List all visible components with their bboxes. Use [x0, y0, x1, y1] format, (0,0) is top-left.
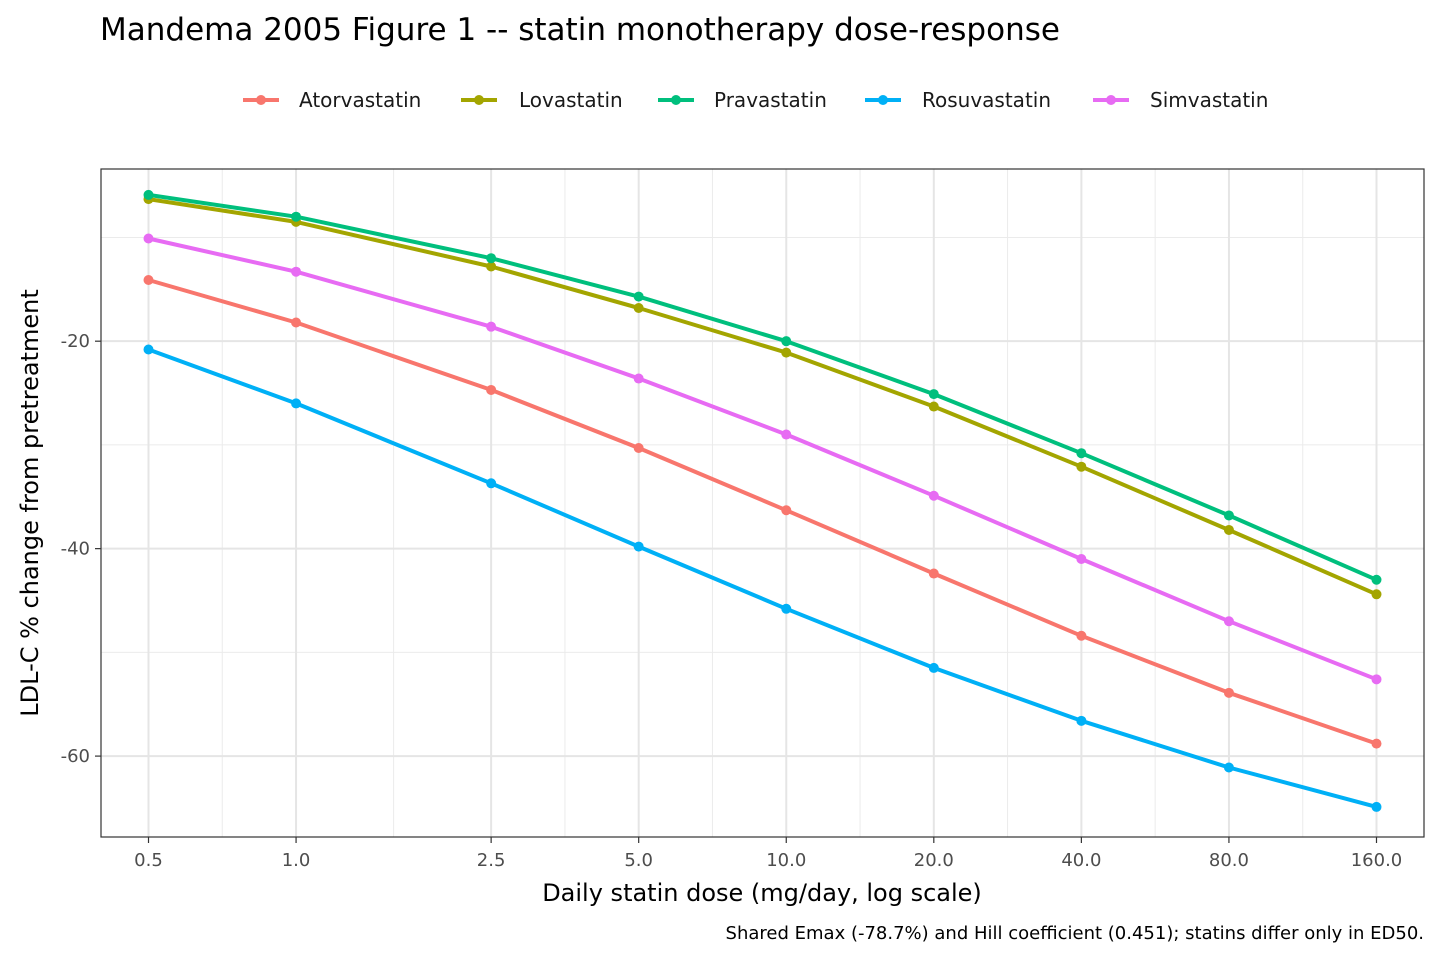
x-tick-label: 10.0: [766, 850, 806, 871]
legend-label: Lovastatin: [519, 88, 623, 112]
data-point: [1076, 715, 1087, 726]
x-tick-label: 1.0: [282, 850, 311, 871]
legend-key-point: [671, 95, 681, 105]
x-tick-label: 160.0: [1351, 850, 1403, 871]
data-point: [633, 443, 644, 454]
data-point: [1371, 801, 1382, 812]
legend: Atorvastatin Lovastatin Pravastatin Rosuvas…: [243, 88, 1268, 112]
data-point: [1371, 589, 1382, 600]
data-point: [1371, 574, 1382, 585]
legend-item-lovastatin: Lovastatin: [461, 88, 623, 112]
data-point: [1371, 738, 1382, 749]
data-point: [928, 401, 939, 412]
x-axis: 0.5 1.0 2.5 5.0 10.0 20.0 40.0 80.0 160.0: [134, 837, 1402, 871]
series-rosuvastatin: [143, 344, 1382, 812]
data-point: [928, 389, 939, 400]
data-point: [486, 261, 497, 272]
data-point: [781, 603, 792, 614]
legend-item-pravastatin: Pravastatin: [658, 88, 827, 112]
data-point: [781, 336, 792, 347]
plot-panel-border: [100, 168, 1425, 838]
data-point: [1223, 687, 1234, 698]
data-point: [486, 384, 497, 395]
data-point: [928, 490, 939, 501]
data-point: [1223, 616, 1234, 627]
data-point: [1223, 510, 1234, 521]
legend-item-rosuvastatin: Rosuvastatin: [865, 88, 1051, 112]
legend-key-point: [256, 95, 266, 105]
series-line: [147, 278, 1378, 746]
legend-item-simvastatin: Simvastatin: [1093, 88, 1268, 112]
data-point: [143, 344, 154, 355]
data-point: [291, 317, 302, 328]
series-line: [148, 197, 1378, 597]
data-point: [291, 211, 302, 222]
data-point: [633, 541, 644, 552]
chart-caption: Shared Emax (-78.7%) and Hill coefficien…: [726, 923, 1424, 944]
data-point: [781, 505, 792, 516]
legend-key-point: [878, 95, 888, 105]
data-point: [1076, 630, 1087, 641]
series-line: [148, 236, 1378, 682]
series-line: [147, 347, 1378, 809]
data-point: [1223, 524, 1234, 535]
series-simvastatin: [143, 233, 1382, 685]
series-pravastatin: [143, 189, 1382, 585]
data-point: [291, 398, 302, 409]
y-tick-label: -40: [61, 539, 90, 560]
series-atorvastatin: [143, 274, 1382, 749]
x-tick-label: 5.0: [624, 850, 653, 871]
series-group: [143, 189, 1382, 812]
data-point: [1076, 461, 1087, 472]
data-point: [633, 291, 644, 302]
data-point: [1076, 448, 1087, 459]
x-tick-label: 80.0: [1209, 850, 1249, 871]
data-point: [781, 429, 792, 440]
data-point: [143, 189, 154, 200]
y-axis: -20 -40 -60: [61, 331, 101, 767]
series-line: [148, 192, 1378, 582]
legend-label: Pravastatin: [714, 88, 827, 112]
data-point: [1223, 762, 1234, 773]
data-point: [928, 662, 939, 673]
legend-key-point: [1106, 95, 1116, 105]
legend-label: Atorvastatin: [299, 88, 421, 112]
legend-label: Rosuvastatin: [922, 88, 1051, 112]
data-point: [291, 266, 302, 277]
legend-item-atorvastatin: Atorvastatin: [243, 88, 421, 112]
data-point: [486, 321, 497, 332]
x-axis-title: Daily statin dose (mg/day, log scale): [542, 879, 982, 907]
data-point: [1371, 674, 1382, 685]
x-tick-label: 0.5: [134, 850, 163, 871]
y-axis-title: LDL-C % change from pretreatment: [16, 289, 44, 716]
legend-key-point: [474, 95, 484, 105]
data-point: [486, 253, 497, 264]
data-point: [143, 233, 154, 244]
data-point: [928, 568, 939, 579]
data-point: [143, 274, 154, 285]
x-tick-label: 20.0: [914, 850, 954, 871]
x-tick-label: 2.5: [477, 850, 506, 871]
data-point: [1076, 554, 1087, 565]
y-tick-label: -20: [61, 331, 90, 352]
data-point: [486, 478, 497, 489]
series-lovastatin: [143, 194, 1382, 600]
x-tick-label: 40.0: [1061, 850, 1101, 871]
data-point: [633, 373, 644, 384]
data-point: [781, 347, 792, 358]
chart-title: Mandema 2005 Figure 1 -- statin monother…: [100, 12, 1060, 48]
y-tick-label: -60: [61, 746, 90, 767]
data-point: [633, 302, 644, 313]
legend-label: Simvastatin: [1150, 88, 1268, 112]
